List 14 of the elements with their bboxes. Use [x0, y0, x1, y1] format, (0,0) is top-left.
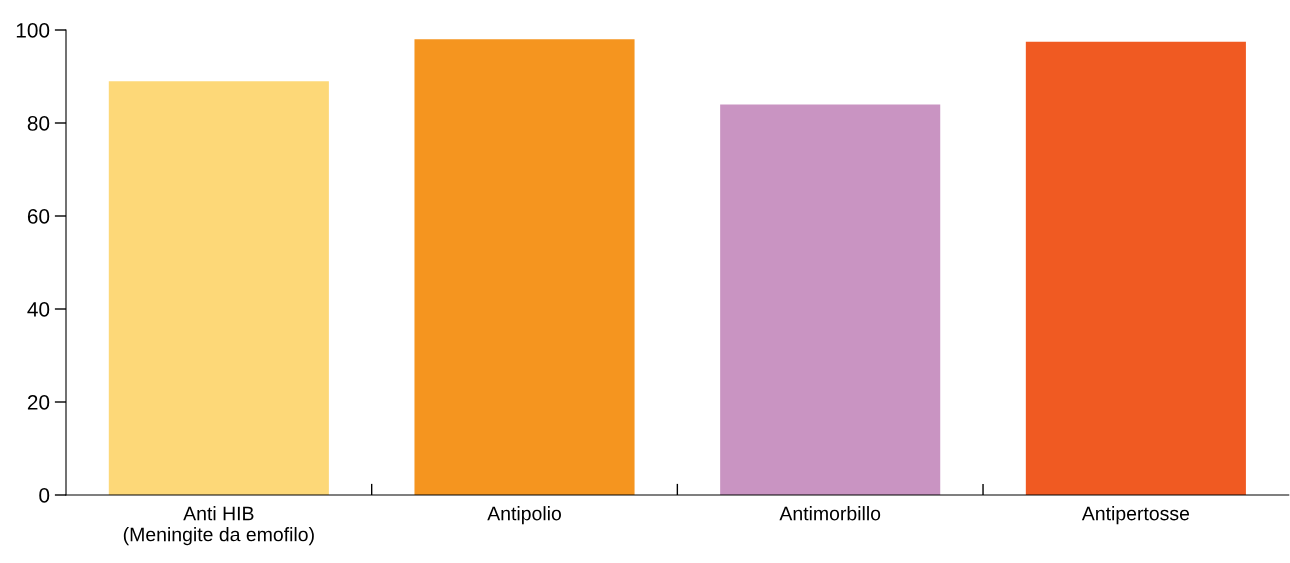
bar: [414, 39, 635, 495]
y-tick-label: 60: [27, 209, 50, 224]
x-tick-label: Antimorbillo: [779, 506, 881, 521]
y-tick-label: 100: [16, 23, 50, 38]
y-tick-label: 80: [27, 116, 50, 131]
x-tick-label: Anti HIB (Meningite da emofilo): [123, 506, 314, 546]
y-tick-label: 20: [27, 395, 50, 410]
y-tick-label: 0: [39, 488, 50, 503]
y-tick-label: 40: [27, 302, 50, 317]
x-tick-label: Antipertosse: [1081, 506, 1190, 525]
x-tick-label: Antipolio: [487, 506, 561, 525]
bar: [1025, 41, 1246, 495]
bar: [720, 104, 941, 495]
bar: [108, 81, 329, 495]
